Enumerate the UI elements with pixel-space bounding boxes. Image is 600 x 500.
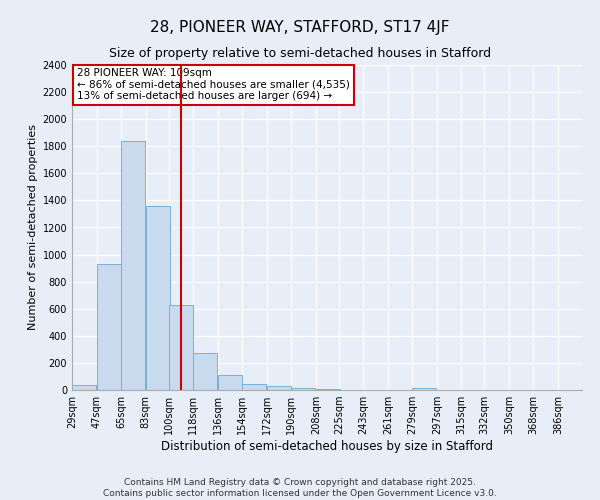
- Text: 28, PIONEER WAY, STAFFORD, ST17 4JF: 28, PIONEER WAY, STAFFORD, ST17 4JF: [150, 20, 450, 35]
- Y-axis label: Number of semi-detached properties: Number of semi-detached properties: [28, 124, 38, 330]
- Bar: [218, 375, 242, 390]
- Bar: [97, 264, 121, 390]
- Bar: [291, 388, 315, 390]
- Bar: [169, 306, 193, 390]
- Text: 28 PIONEER WAY: 109sqm
← 86% of semi-detached houses are smaller (4,535)
13% of : 28 PIONEER WAY: 109sqm ← 86% of semi-det…: [77, 68, 350, 102]
- Bar: [193, 354, 217, 390]
- Text: Size of property relative to semi-detached houses in Stafford: Size of property relative to semi-detach…: [109, 48, 491, 60]
- Bar: [146, 206, 170, 390]
- Bar: [412, 388, 436, 390]
- Bar: [267, 386, 290, 390]
- Text: Contains HM Land Registry data © Crown copyright and database right 2025.
Contai: Contains HM Land Registry data © Crown c…: [103, 478, 497, 498]
- Bar: [73, 384, 96, 390]
- X-axis label: Distribution of semi-detached houses by size in Stafford: Distribution of semi-detached houses by …: [161, 440, 493, 453]
- Bar: [121, 141, 145, 390]
- Bar: [242, 384, 266, 390]
